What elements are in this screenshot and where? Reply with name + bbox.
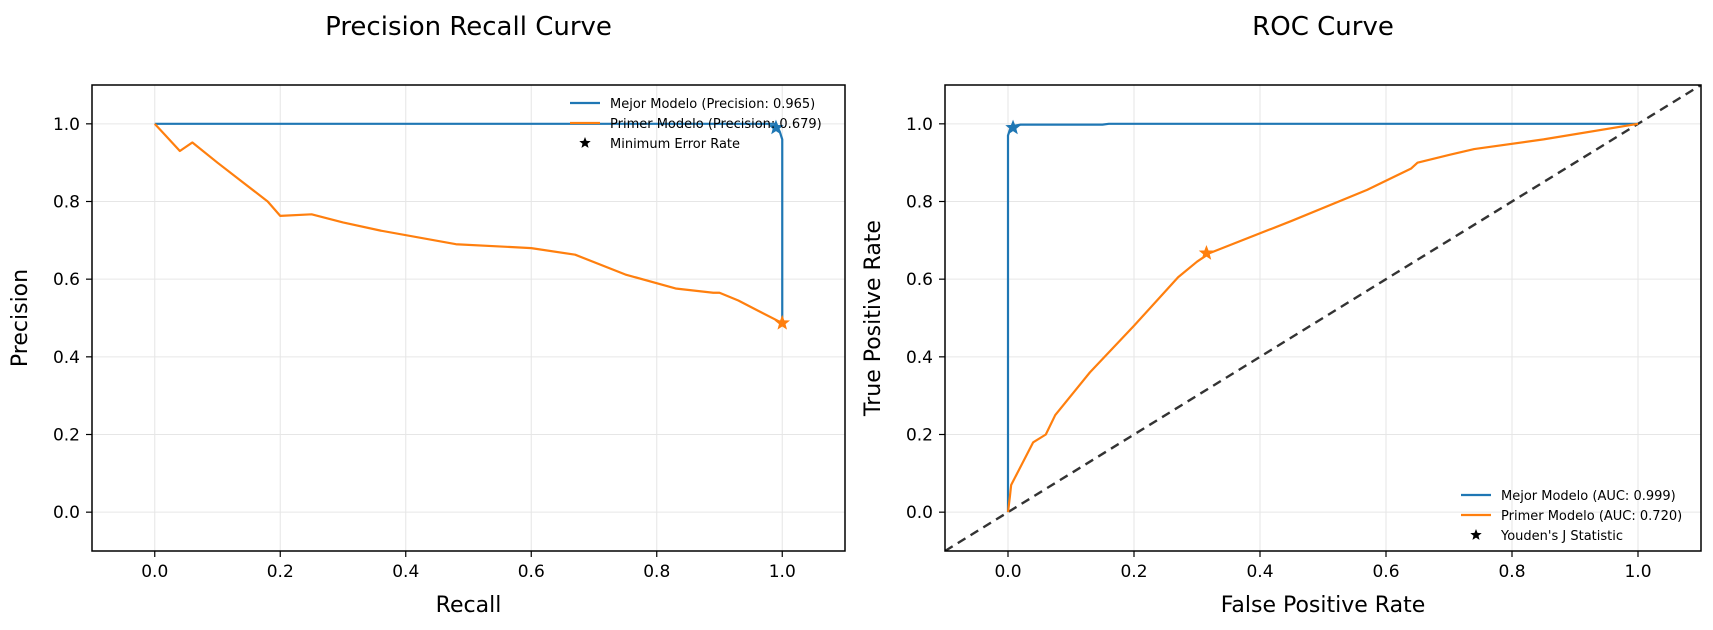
y-axis-label: Precision xyxy=(8,269,33,367)
x-tick-label: 0.4 xyxy=(1246,562,1273,582)
y-tick-label: 0.2 xyxy=(906,426,933,446)
x-tick-label: 0.2 xyxy=(267,562,294,582)
y-tick-label: 0.6 xyxy=(53,270,80,290)
y-tick-label: 0.6 xyxy=(906,270,933,290)
x-tick-label: 1.0 xyxy=(769,562,796,582)
x-tick-label: 0.8 xyxy=(643,562,670,582)
chart-title: Precision Recall Curve xyxy=(325,12,612,42)
y-tick-label: 1.0 xyxy=(906,115,933,135)
y-tick-label: 0.2 xyxy=(53,426,80,446)
x-tick-label: 1.0 xyxy=(1624,562,1651,582)
star-marker-primer-modelo xyxy=(774,314,790,330)
y-tick-label: 0.4 xyxy=(906,348,933,368)
chart-title: ROC Curve xyxy=(1252,12,1394,42)
x-tick-label: 0.0 xyxy=(994,562,1021,582)
x-axis-label: False Positive Rate xyxy=(1221,593,1425,618)
legend-star-swatch xyxy=(1470,529,1482,540)
legend-label: Mejor Modelo (Precision: 0.965) xyxy=(610,97,815,112)
legend-label: Primer Modelo (AUC: 0.720) xyxy=(1501,509,1682,524)
star-marker-mejor-modelo xyxy=(1005,119,1021,135)
y-tick-label: 0.4 xyxy=(53,348,80,368)
diagonal-reference-line xyxy=(945,85,1701,551)
x-tick-label: 0.4 xyxy=(392,562,419,582)
legend-label: Mejor Modelo (AUC: 0.999) xyxy=(1501,489,1676,504)
legend: Mejor Modelo (Precision: 0.965) Primer Mo… xyxy=(570,97,822,152)
x-axis-label: Recall xyxy=(436,593,502,618)
precision-recall-panel: Precision Recall Curve 0.0 0.2 0.4 0.6 0.8 1.0… xyxy=(8,12,846,618)
y-tick-label: 1.0 xyxy=(53,115,80,135)
y-tick-label: 0.0 xyxy=(53,503,80,523)
axes-frame xyxy=(91,84,846,552)
y-axis-label: True Positive Rate xyxy=(861,220,886,417)
legend-label: Youden's J Statistic xyxy=(1500,529,1623,544)
legend-label: Primer Modelo (Precision: 0.679) xyxy=(610,117,822,132)
legend-star-swatch xyxy=(579,137,591,148)
x-tick-label: 0.6 xyxy=(1372,562,1399,582)
series-line-primer-modelo xyxy=(1006,122,1639,513)
legend-label: Minimum Error Rate xyxy=(610,137,740,152)
x-tick-label: 0.0 xyxy=(141,562,168,582)
roc-panel: ROC Curve 0.0 0.2 0.4 0.6 0.8 1.0 0.0 0.2 0.4 0.6 0… xyxy=(861,12,1702,618)
y-tick-label: 0.8 xyxy=(53,193,80,213)
x-tick-label: 0.2 xyxy=(1120,562,1147,582)
star-marker-primer-modelo xyxy=(1198,245,1215,260)
series-line-primer-modelo xyxy=(153,123,783,325)
legend: Mejor Modelo (AUC: 0.999) Primer Modelo (… xyxy=(1461,489,1682,544)
y-tick-label: 0.8 xyxy=(906,193,933,213)
axes-frame xyxy=(944,84,1702,552)
y-tick-label: 0.0 xyxy=(906,503,933,523)
x-tick-label: 0.8 xyxy=(1498,562,1525,582)
plot-area xyxy=(945,85,1701,551)
x-tick-label: 0.6 xyxy=(518,562,545,582)
star-marker-mejor-modelo xyxy=(768,119,784,135)
plot-area xyxy=(153,122,784,325)
series-line-mejor-modelo xyxy=(154,122,784,322)
